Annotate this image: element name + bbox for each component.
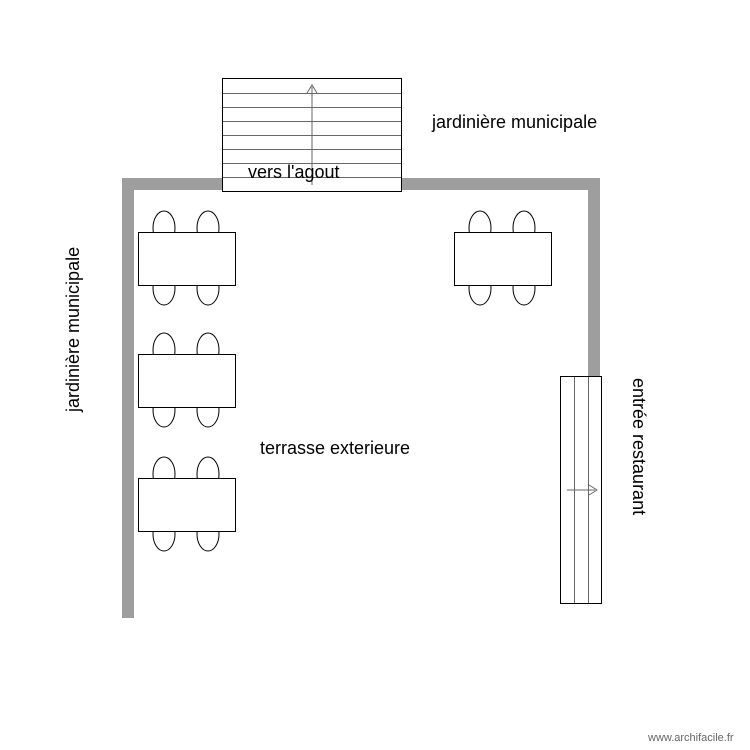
label-vers-lagout: vers l'agout <box>248 162 340 183</box>
label-jardiniere-left: jardinière municipale <box>63 247 84 412</box>
wall-top-a <box>122 178 222 190</box>
watermark: www.archifacile.fr <box>648 732 734 744</box>
label-terrasse: terrasse exterieure <box>260 438 410 459</box>
table <box>138 232 236 286</box>
table <box>454 232 552 286</box>
wall-top-b <box>400 178 600 190</box>
table <box>138 354 236 408</box>
arrow-right-icon <box>561 377 601 603</box>
table <box>138 478 236 532</box>
wall-left <box>122 178 134 618</box>
entrance-panel <box>560 376 602 604</box>
label-jardiniere-top: jardinière municipale <box>432 112 597 133</box>
wall-right <box>588 178 600 378</box>
floorplan-canvas: jardinière municipale vers l'agout jardi… <box>0 0 750 750</box>
label-entree: entrée restaurant <box>628 378 649 515</box>
